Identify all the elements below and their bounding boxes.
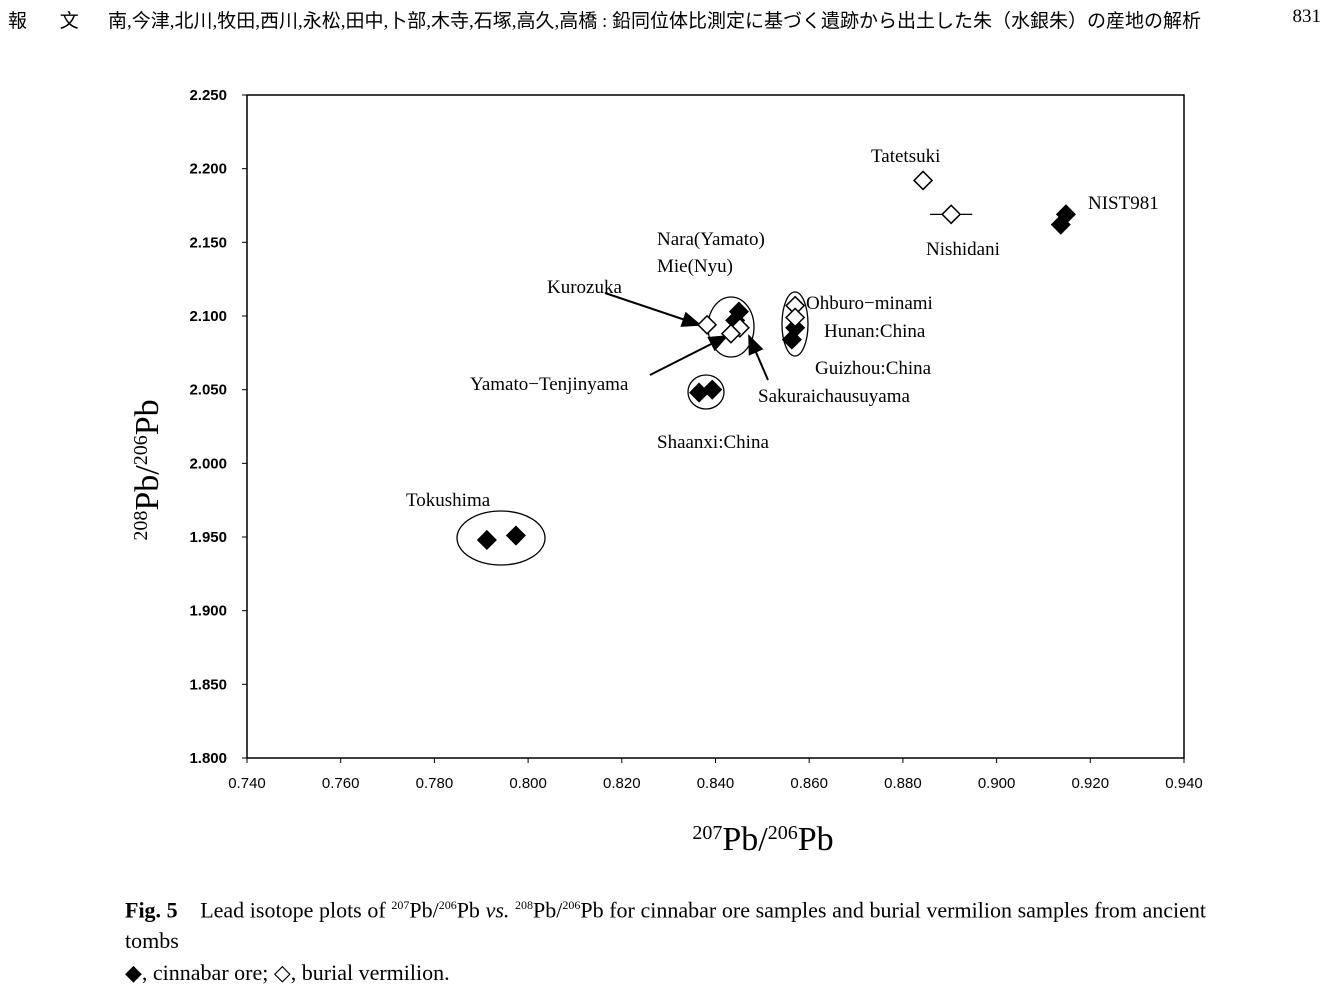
burial-vermilion-point bbox=[941, 204, 962, 225]
caption-vs: vs. bbox=[485, 897, 510, 923]
group-ellipse bbox=[456, 510, 546, 566]
caption-text: Pb for cinnabar ore samples and burial v… bbox=[125, 897, 1206, 954]
cinnabar-ore-point bbox=[476, 529, 497, 551]
y-tick-label: 2.250 bbox=[189, 87, 227, 104]
caption-text: Pb bbox=[456, 897, 486, 923]
x-tick-label: 0.920 bbox=[1072, 775, 1110, 792]
sup: 207 bbox=[391, 898, 410, 912]
point-annotation: Guizhou:China bbox=[815, 358, 932, 379]
label-superscript: 207 bbox=[692, 822, 722, 844]
point-annotation: Sakuraichausuyama bbox=[758, 386, 911, 407]
y-tick-label: 1.850 bbox=[189, 676, 227, 693]
x-tick-label: 0.780 bbox=[416, 775, 454, 792]
annotation-arrow bbox=[604, 292, 702, 327]
sup: 206 bbox=[438, 898, 457, 912]
y-tick-label: 2.150 bbox=[189, 234, 227, 251]
cinnabar-ore-point bbox=[781, 329, 802, 350]
sup: 208 bbox=[515, 898, 534, 912]
x-tick-label: 0.840 bbox=[697, 775, 735, 792]
point-annotation: Ohburo−minami bbox=[806, 293, 933, 314]
x-tick-label: 0.860 bbox=[790, 775, 828, 792]
label-text: Pb/ bbox=[722, 821, 768, 858]
y-tick-label: 2.200 bbox=[189, 161, 227, 178]
point-annotation: NIST981 bbox=[1088, 193, 1159, 214]
cinnabar-ore-point bbox=[505, 525, 526, 546]
caption-text: Lead isotope plots of bbox=[200, 897, 392, 923]
label-text: Pb bbox=[798, 821, 834, 858]
burial-vermilion-point bbox=[912, 170, 934, 191]
y-tick-label: 2.000 bbox=[189, 455, 227, 472]
point-annotation: Tatetsuki bbox=[871, 146, 940, 167]
cinnabar-ore-point bbox=[702, 379, 723, 400]
cinnabar-ore-point bbox=[1050, 214, 1071, 235]
figure-caption: Fig. 5 Lead isotope plots of 207Pb/206Pb… bbox=[125, 890, 1206, 956]
caption-text: Pb/ bbox=[409, 897, 439, 923]
plot-frame bbox=[246, 94, 1185, 759]
x-tick-label: 0.940 bbox=[1165, 775, 1203, 792]
point-annotation: Nishidani bbox=[926, 239, 1000, 260]
point-annotation: Nara(Yamato) bbox=[657, 229, 765, 250]
x-tick-label: 0.900 bbox=[978, 775, 1016, 792]
annotation-arrow bbox=[748, 334, 769, 381]
y-tick-label: 2.100 bbox=[189, 308, 227, 325]
x-axis-label: 207Pb/206Pb bbox=[692, 821, 833, 858]
y-tick-label: 1.800 bbox=[189, 750, 227, 767]
sup: 206 bbox=[562, 898, 581, 912]
y-tick-label: 2.050 bbox=[189, 382, 227, 399]
group-ellipse bbox=[781, 291, 809, 357]
x-tick-label: 0.820 bbox=[603, 775, 641, 792]
burial-vermilion-point bbox=[729, 317, 750, 338]
x-tick-label: 0.760 bbox=[322, 775, 360, 792]
figure-number: Fig. 5 bbox=[125, 897, 178, 923]
caption-text: Pb/ bbox=[533, 897, 563, 923]
x-tick-label: 0.800 bbox=[509, 775, 547, 792]
caption-legend: ◆, cinnabar ore; ◇, burial vermilion. bbox=[125, 960, 450, 985]
point-annotation: Tokushima bbox=[406, 490, 491, 511]
y-tick-label: 1.950 bbox=[189, 529, 227, 546]
page-number: 831 bbox=[1292, 6, 1322, 27]
point-annotation: Hunan:China bbox=[824, 321, 926, 342]
point-annotation: Yamato−Tenjinyama bbox=[470, 374, 629, 395]
label-superscript: 206 bbox=[768, 822, 798, 844]
section-label: 報 文 bbox=[8, 11, 93, 32]
label-text: Pb/ bbox=[129, 465, 166, 511]
x-tick-label: 0.880 bbox=[884, 775, 922, 792]
point-annotation: Mie(Nyu) bbox=[657, 256, 733, 277]
running-title: 南,今津,北川,牧田,西川,永松,田中,卜部,木寺,石塚,高久,高橋 : 鉛同位… bbox=[108, 11, 1202, 32]
y-axis-label: 208Pb/206Pb bbox=[129, 399, 166, 540]
burial-vermilion-point bbox=[785, 307, 806, 328]
annotation-arrow bbox=[649, 335, 729, 376]
page-header: 報 文 南,今津,北川,牧田,西川,永松,田中,卜部,木寺,石塚,高久,高橋 :… bbox=[8, 6, 1321, 33]
label-text: Pb bbox=[129, 399, 166, 435]
burial-vermilion-point bbox=[697, 314, 718, 335]
label-superscript: 208 bbox=[130, 511, 152, 541]
point-annotation: Shaanxi:China bbox=[657, 432, 769, 453]
group-ellipse bbox=[687, 374, 725, 410]
x-tick-label: 0.740 bbox=[228, 775, 266, 792]
y-tick-label: 1.900 bbox=[189, 603, 227, 620]
burial-vermilion-point bbox=[720, 323, 742, 344]
point-annotation: Kurozuka bbox=[547, 277, 622, 298]
label-superscript: 206 bbox=[130, 435, 152, 465]
